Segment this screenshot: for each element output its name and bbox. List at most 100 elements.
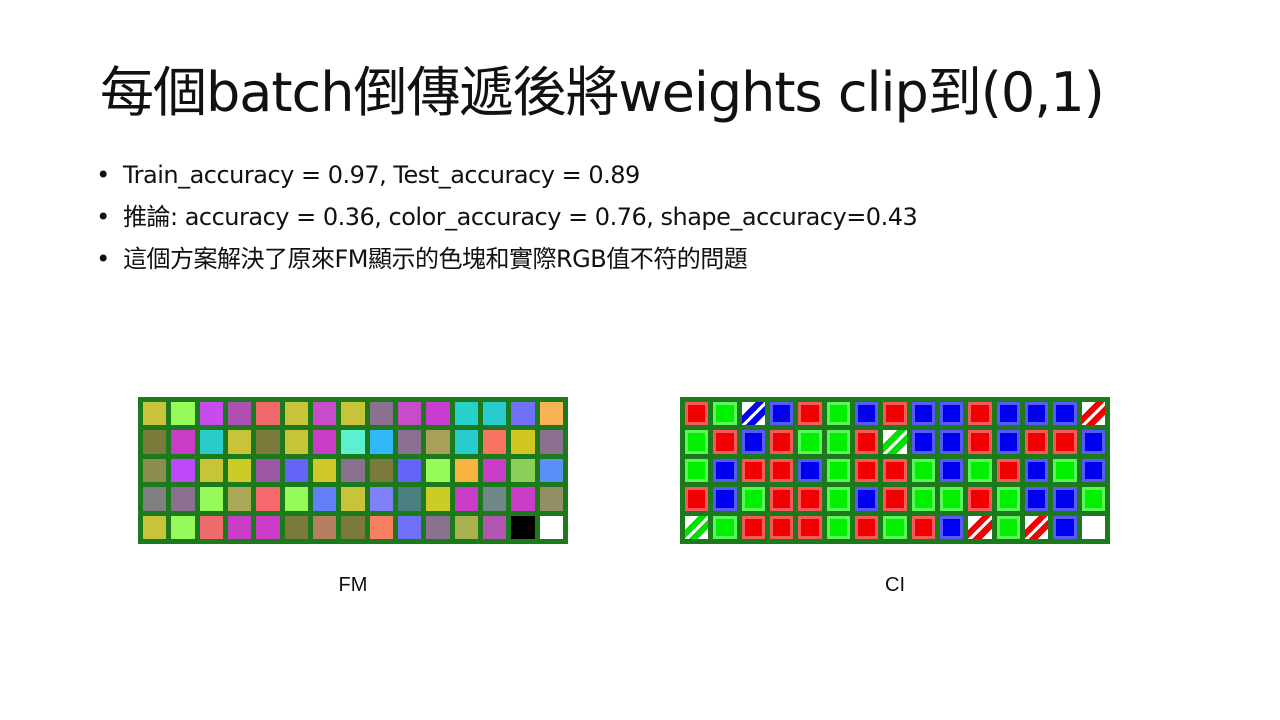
color-swatch [1025,487,1049,511]
color-swatch [940,430,964,454]
color-swatch [883,402,907,426]
color-swatch [228,402,252,426]
color-swatch [855,487,879,511]
color-swatch [798,402,822,426]
color-swatch [1081,487,1105,511]
color-swatch [770,402,794,426]
color-swatch [855,402,879,426]
color-swatch [511,458,535,483]
color-swatch [1081,515,1105,539]
color-swatch [826,458,850,483]
color-swatch [883,430,907,454]
color-swatch [855,515,879,539]
color-swatch [199,515,223,539]
bullet-list: • Train_accuracy = 0.97, Test_accuracy =… [96,154,918,280]
color-swatch [770,458,794,483]
color-swatch [826,402,850,426]
color-swatch [341,402,365,426]
color-swatch [143,487,167,511]
bullet-glyph: • [96,245,110,273]
color-swatch [1025,515,1049,539]
color-swatch [741,458,765,483]
color-swatch [770,515,794,539]
color-swatch [483,402,507,426]
color-swatch [826,430,850,454]
color-swatch [685,430,709,454]
color-swatch [284,515,308,539]
color-swatch [539,487,563,511]
color-swatch [483,430,507,454]
color-swatch [284,402,308,426]
color-swatch [798,430,822,454]
color-swatch [826,515,850,539]
color-swatch [454,487,478,511]
color-swatch [713,515,737,539]
color-swatch [996,458,1020,483]
color-swatch [256,402,280,426]
color-swatch [143,458,167,483]
color-swatch [798,487,822,511]
color-swatch [1053,487,1077,511]
color-swatch [228,458,252,483]
color-swatch [1053,458,1077,483]
color-swatch [313,458,337,483]
color-swatch [483,515,507,539]
color-swatch [143,430,167,454]
color-swatch [539,402,563,426]
color-swatch [1025,430,1049,454]
color-swatch [770,487,794,511]
bullet-item-note: • 這個方案解決了原來FM顯示的色塊和實際RGB值不符的問題 [96,238,917,280]
color-swatch [171,402,195,426]
bullet-glyph: • [96,203,110,231]
color-swatch [741,487,765,511]
color-swatch [313,402,337,426]
color-swatch [143,402,167,426]
color-swatch [284,430,308,454]
fm-color-grid [138,397,568,544]
color-swatch [256,430,280,454]
color-swatch [883,458,907,483]
color-swatch [539,515,563,539]
bullet-item-accuracy: • Train_accuracy = 0.97, Test_accuracy =… [96,154,917,196]
color-swatch [1025,458,1049,483]
color-swatch [426,430,450,454]
color-swatch [454,458,478,483]
color-swatch [398,487,422,511]
color-swatch [369,487,393,511]
ci-caption: CI [885,574,905,596]
color-swatch [539,458,563,483]
color-swatch [199,430,223,454]
color-swatch [426,515,450,539]
color-swatch [968,487,992,511]
bullet-text: 這個方案解決了原來FM顯示的色塊和實際RGB值不符的問題 [123,245,748,273]
color-swatch [313,515,337,539]
color-swatch [940,402,964,426]
color-swatch [770,430,794,454]
color-swatch [996,487,1020,511]
color-swatch [911,402,935,426]
color-swatch [284,487,308,511]
color-swatch [741,515,765,539]
color-swatch [940,487,964,511]
color-swatch [996,515,1020,539]
color-swatch [968,430,992,454]
color-swatch [826,487,850,511]
slide-title: 每個batch倒傳遞後將weights clip到(0,1) [100,61,1105,124]
color-swatch [171,458,195,483]
color-swatch [341,430,365,454]
color-swatch [855,458,879,483]
color-swatch [940,458,964,483]
color-swatch [171,487,195,511]
color-swatch [511,402,535,426]
fm-caption: FM [338,574,368,596]
color-swatch [1025,402,1049,426]
color-swatch [369,402,393,426]
color-swatch [713,458,737,483]
bullet-item-inference: • 推論: accuracy = 0.36, color_accuracy = … [96,196,918,238]
color-swatch [256,515,280,539]
color-swatch [454,515,478,539]
color-swatch [713,487,737,511]
color-swatch [483,458,507,483]
color-swatch [199,487,223,511]
color-swatch [911,430,935,454]
